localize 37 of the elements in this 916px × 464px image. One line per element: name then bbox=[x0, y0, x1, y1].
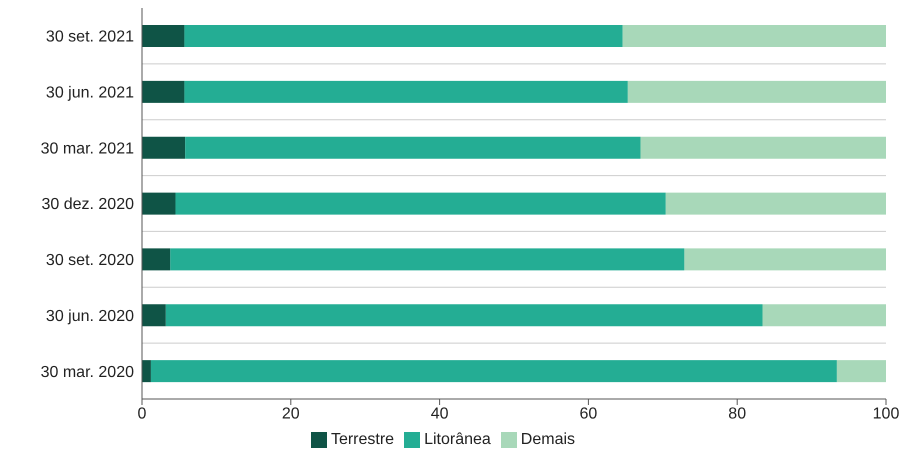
bar bbox=[184, 80, 628, 103]
bar bbox=[150, 360, 837, 382]
bar bbox=[142, 304, 166, 326]
x-tick-label: 80 bbox=[728, 405, 746, 422]
bar bbox=[142, 136, 186, 159]
y-tick-label: 30 mar. 2021 bbox=[40, 140, 134, 158]
legend-label: Demais bbox=[520, 431, 576, 448]
bar bbox=[762, 304, 886, 326]
bar bbox=[142, 248, 170, 270]
bar bbox=[175, 192, 666, 215]
bar bbox=[170, 248, 684, 270]
x-tick-label: 100 bbox=[872, 405, 900, 422]
bar bbox=[142, 25, 184, 47]
bar bbox=[666, 192, 886, 215]
bar bbox=[628, 80, 886, 103]
y-tick-label: 30 jun. 2020 bbox=[46, 308, 134, 325]
bar bbox=[142, 360, 151, 382]
bar bbox=[836, 360, 886, 382]
bar bbox=[184, 25, 623, 47]
bar bbox=[185, 136, 640, 159]
y-tick-label: 30 dez. 2020 bbox=[41, 196, 134, 214]
y-tick-label: 30 mar. 2020 bbox=[40, 364, 134, 381]
y-tick-label: 30 set. 2020 bbox=[46, 252, 134, 270]
y-tick-label: 30 set. 2021 bbox=[46, 28, 134, 46]
bar bbox=[166, 304, 762, 326]
x-tick-label: 40 bbox=[430, 405, 449, 422]
bar bbox=[142, 192, 176, 215]
bar bbox=[640, 136, 886, 159]
legend-label: Terrestre bbox=[330, 431, 394, 448]
bar bbox=[142, 80, 184, 103]
y-tick-label: 30 jun. 2021 bbox=[46, 84, 134, 102]
x-tick-label: 0 bbox=[138, 405, 147, 422]
bar bbox=[622, 25, 886, 47]
x-tick-label: 60 bbox=[580, 405, 598, 422]
bar bbox=[684, 248, 886, 270]
x-tick-label: 20 bbox=[282, 405, 300, 422]
legend-label: Litorânea bbox=[424, 431, 491, 448]
